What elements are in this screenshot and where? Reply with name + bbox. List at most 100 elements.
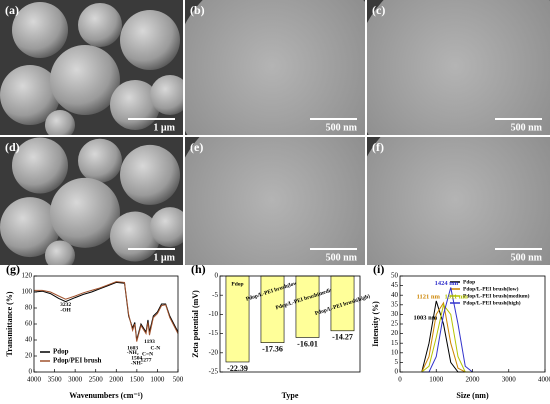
panel-label: (g) <box>6 262 20 276</box>
x-tick-label: 3500 <box>48 376 63 384</box>
panel-label: (b) <box>190 3 205 17</box>
x-tick-label: 4000 <box>538 376 550 384</box>
y-tick-label: 30 <box>391 310 399 318</box>
annotation: 1504 <box>131 356 142 362</box>
spheres <box>367 137 550 265</box>
scale-label: 1 µm <box>153 122 175 133</box>
y-tick-label: 25 <box>391 320 399 328</box>
annotation: 1193 <box>144 339 155 345</box>
x-tick-label: 0 <box>398 376 402 384</box>
y-tick-label: 45 <box>391 281 399 289</box>
x-tick-label: 3000 <box>502 376 517 384</box>
value-label: -14.27 <box>332 333 353 342</box>
y-tick-label: -25 <box>209 368 219 376</box>
y-tick-label: 40 <box>391 291 399 299</box>
data-line <box>34 281 179 342</box>
sphere <box>45 110 75 135</box>
x-tick-label: 2000 <box>109 376 124 384</box>
value-label: -16.01 <box>297 339 318 348</box>
y-tick-label: 120 <box>22 272 33 280</box>
y-tick-label: 0 <box>395 368 399 376</box>
annotation: C=N <box>142 352 153 358</box>
annotation: 1311 nm <box>445 294 469 301</box>
panel-label: (e) <box>190 140 203 154</box>
annotation: C-N <box>150 345 160 351</box>
annotation: 1424 nm <box>435 280 459 287</box>
sphere <box>120 10 180 70</box>
scale-label: 500 nm <box>511 122 543 133</box>
x-axis-title: Wavenumbers (cm⁻¹) <box>69 391 143 400</box>
annotation: 1003 nm <box>414 315 438 322</box>
sphere <box>12 137 68 194</box>
annotation: -NH₂ <box>127 350 139 356</box>
data-line <box>421 303 473 373</box>
value-label: -17.36 <box>262 344 283 353</box>
bar <box>225 275 250 363</box>
x-tick-label: 1500 <box>130 376 145 384</box>
value-label: -22.39 <box>227 364 248 373</box>
sphere <box>50 45 120 115</box>
spheres <box>185 0 365 135</box>
sem-image: (c) 500 nm <box>367 0 550 135</box>
annotation: 1603 <box>127 345 138 351</box>
annotation: 1277 <box>141 357 152 363</box>
panel-label: (h) <box>191 262 206 276</box>
x-tick-label: 3000 <box>68 376 83 384</box>
sphere <box>45 240 75 265</box>
y-tick-label: 60 <box>25 320 33 328</box>
annotation: 1121 nm <box>417 294 441 301</box>
panel-label: (c) <box>372 3 385 17</box>
category-label: Pdop <box>231 281 243 287</box>
sphere <box>110 80 160 130</box>
data-line <box>421 287 473 373</box>
bar <box>295 275 320 338</box>
x-tick-label: 1000 <box>150 376 165 384</box>
data-line <box>421 301 473 373</box>
y-tick-label: 0 <box>29 368 33 376</box>
y-tick-label: -20 <box>209 348 219 356</box>
panel-label: (i) <box>373 262 384 276</box>
sphere <box>0 197 60 258</box>
sem-image: (d) 1 µm <box>0 137 183 265</box>
y-tick-label: 100 <box>22 288 33 296</box>
sphere <box>367 137 550 265</box>
sphere <box>78 138 122 183</box>
data-line <box>33 281 179 341</box>
x-axis-title: Type <box>282 391 299 400</box>
annotation: -NH- <box>131 360 143 366</box>
scale-label: 500 nm <box>326 122 358 133</box>
y-tick-label: 10 <box>391 348 399 356</box>
sphere <box>50 177 120 248</box>
spheres <box>0 2 183 135</box>
plot-frame <box>219 275 361 373</box>
y-tick-label: -5 <box>212 291 218 299</box>
scale-label: 500 nm <box>511 252 543 263</box>
x-axis-title: Size (nm) <box>456 391 489 400</box>
sphere <box>185 0 365 135</box>
plot-frame <box>399 275 546 373</box>
sphere <box>12 2 68 58</box>
spheres <box>0 137 183 265</box>
panel-label: (a) <box>5 3 19 17</box>
sem-image: (f) 500 nm <box>367 137 550 265</box>
legend-label: Pdop <box>53 348 69 356</box>
x-tick-label: 500 <box>173 376 184 384</box>
y-tick-label: 50 <box>391 272 399 280</box>
x-tick-label: 2500 <box>89 376 104 384</box>
legend-label: Pdop/L-PEI brush(low) <box>463 285 519 292</box>
sphere <box>367 0 550 135</box>
spheres <box>367 0 550 135</box>
legend-label: Pdop <box>463 279 475 285</box>
y-tick-label: 20 <box>391 329 399 337</box>
sphere <box>120 144 180 205</box>
legend-label: Pdop/L-PEI brush(medium) <box>463 292 530 299</box>
y-tick-label: 15 <box>391 339 399 347</box>
y-axis-title: Intensity (%) <box>371 301 380 347</box>
scale-label: 1 µm <box>153 252 175 263</box>
annotation: 3232 <box>60 302 71 308</box>
x-tick-label: 1000 <box>429 376 444 384</box>
x-tick-label: 2000 <box>466 376 481 384</box>
scale-label: 500 nm <box>326 252 358 263</box>
sem-image: (a) 1 µm <box>0 0 183 135</box>
y-tick-label: 0 <box>215 272 219 280</box>
